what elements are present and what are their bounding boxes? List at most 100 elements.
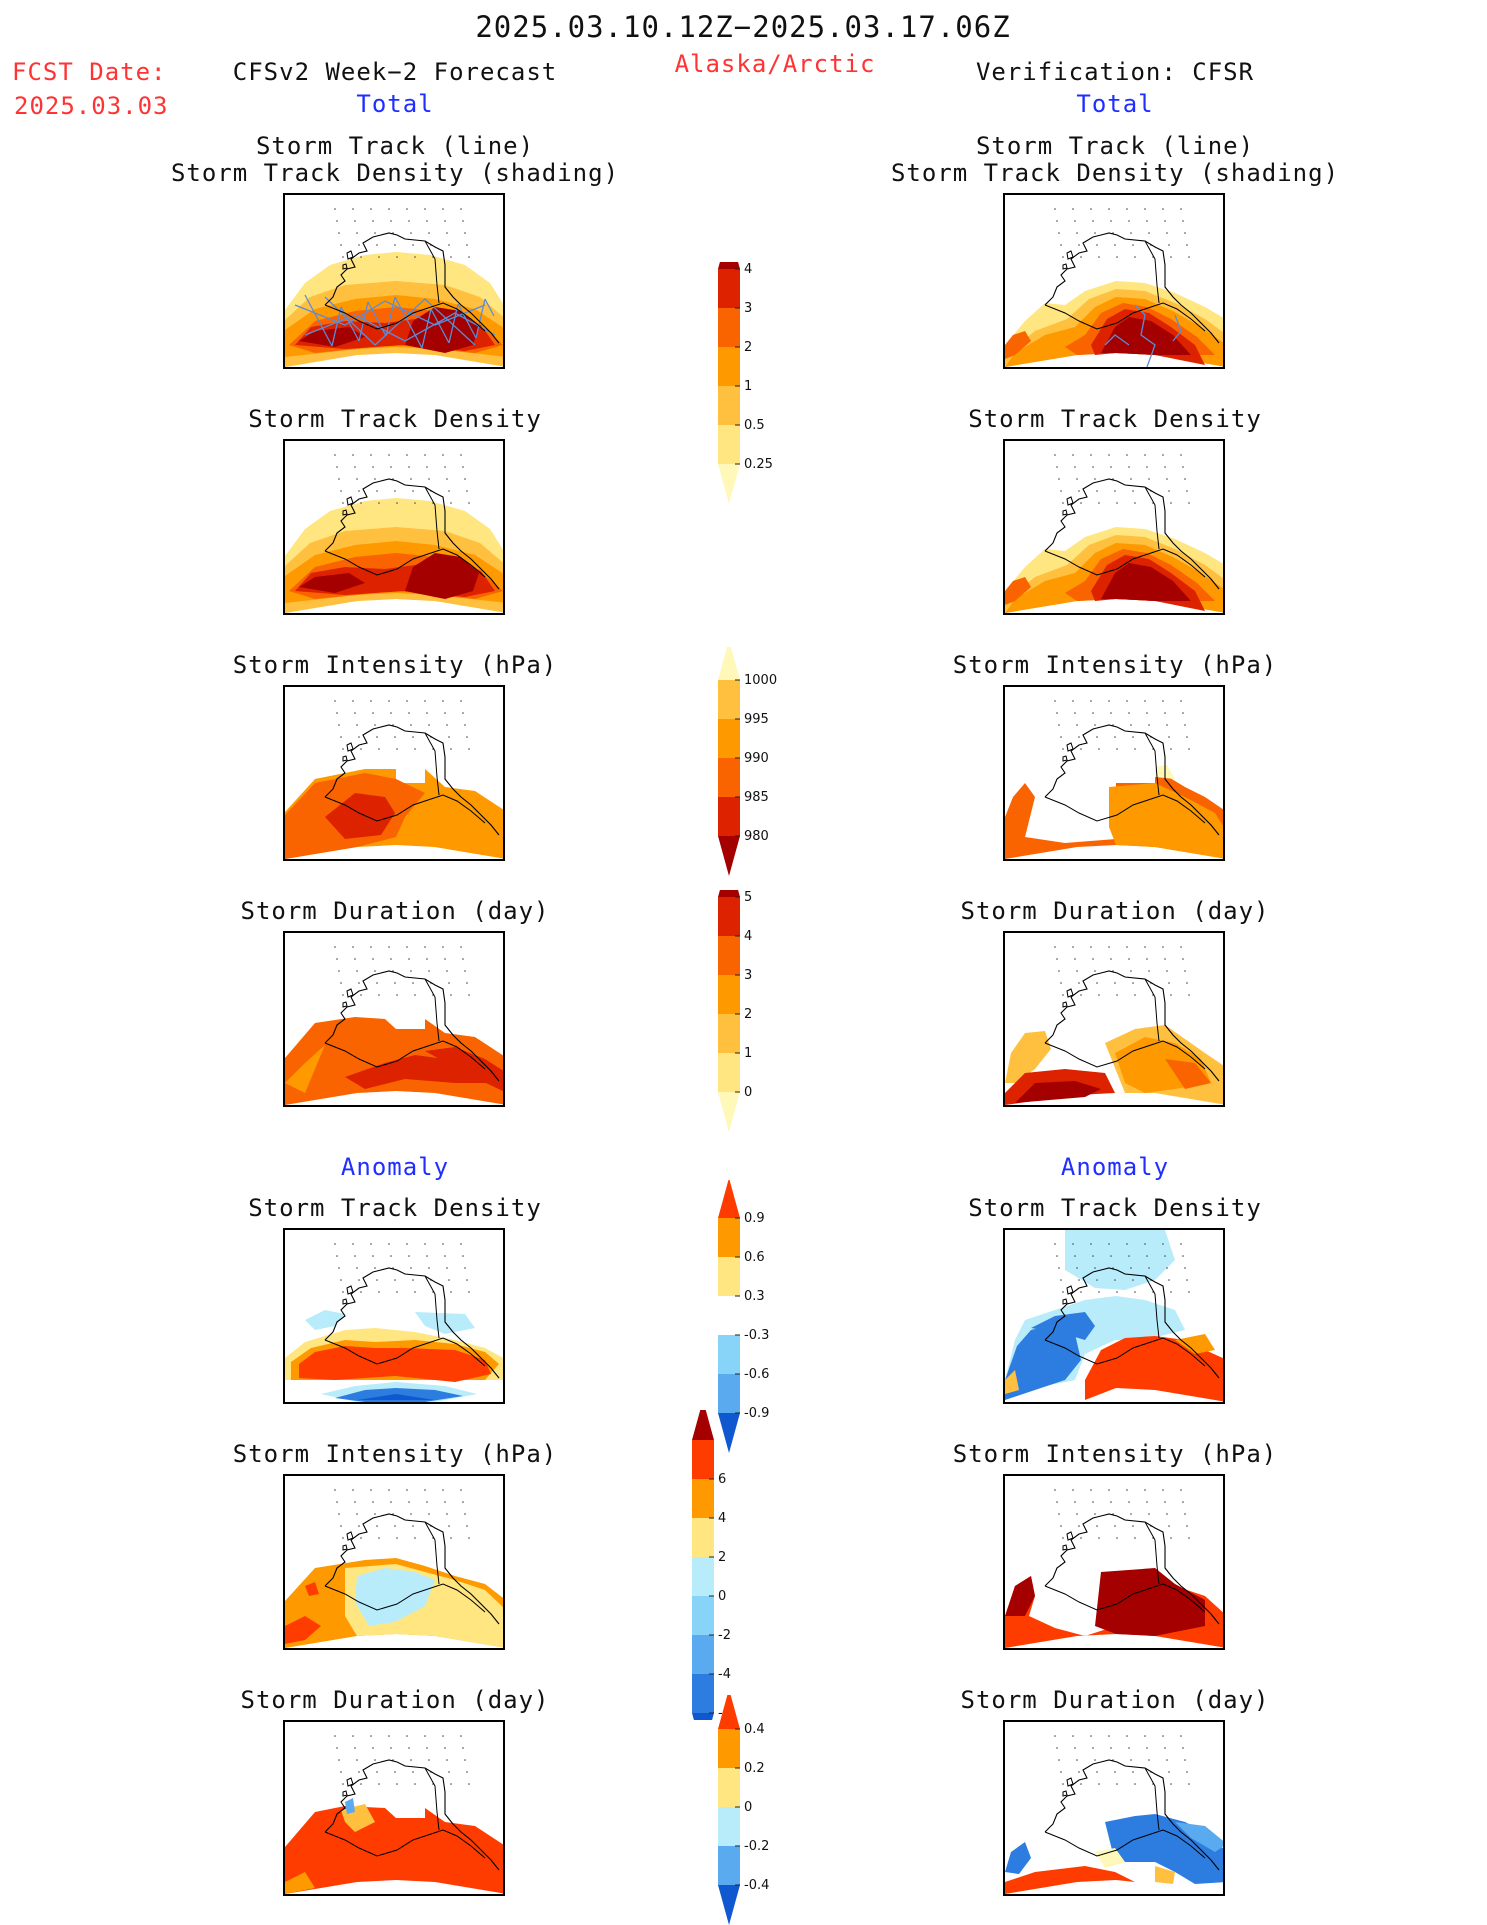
graticule-dot: [1074, 1747, 1076, 1749]
colorbar-density-anomaly: -0.9 -0.6 -0.3 0.3 0.6 0.9: [718, 1180, 769, 1453]
graticule-dot: [1074, 958, 1076, 960]
map-right-intensity: [1003, 685, 1225, 861]
graticule-dot: [1116, 502, 1118, 504]
right-anom-intensity-title: Storm Intensity (hPa): [952, 1440, 1278, 1468]
graticule-dot: [1170, 1537, 1172, 1539]
graticule-dot: [426, 958, 428, 960]
graticule-dot: [1092, 958, 1094, 960]
graticule-dot: [1072, 700, 1074, 702]
alaska-coastline: [324, 232, 500, 344]
colorbar-duration-anomaly: -0.4 -0.2 0 0.2 0.4: [718, 1695, 769, 1925]
colorbar-top-arrow: [718, 1180, 740, 1218]
colorbar-tick-label: 0.2: [744, 1761, 765, 1776]
right-anom-duration-title: Storm Duration (day): [960, 1686, 1270, 1714]
graticule-dot: [370, 1735, 372, 1737]
shaded-region: [299, 573, 365, 593]
graticule-dot: [408, 466, 410, 468]
graticule-dot: [390, 958, 392, 960]
graticule-dot: [1148, 1267, 1150, 1269]
colorbar-bin: [718, 425, 740, 464]
alaska-coastline: [1044, 232, 1220, 344]
graticule-dot: [410, 1267, 412, 1269]
alaska-coastline: [1044, 1513, 1220, 1625]
shaded-region: [1095, 1848, 1125, 1868]
right-intensity-title: Storm Intensity (hPa): [952, 651, 1278, 679]
graticule-dot: [464, 1267, 466, 1269]
graticule-dot: [1110, 1255, 1112, 1257]
graticule-dot: [1186, 1279, 1188, 1281]
graticule-dot: [1098, 1783, 1100, 1785]
graticule-dot: [468, 502, 470, 504]
colorbar-tick-label: -0.6: [744, 1367, 769, 1382]
graticule-dot: [358, 982, 360, 984]
graticule-dot: [1130, 232, 1132, 234]
graticule-dot: [394, 1525, 396, 1527]
colorbar-bin: [718, 1218, 740, 1257]
graticule-dot: [1128, 712, 1130, 714]
graticule-dot: [444, 1255, 446, 1257]
graticule-dot: [1128, 1747, 1130, 1749]
graticule-dot: [336, 958, 338, 960]
graticule-dot: [462, 466, 464, 468]
graticule-dot: [1182, 466, 1184, 468]
graticule-dot: [412, 1525, 414, 1527]
graticule-dot: [446, 232, 448, 234]
colorbar-bottom-arrow: [718, 1413, 740, 1453]
colorbar-bin: [692, 1557, 714, 1596]
island-outline: [342, 250, 354, 270]
aleutian-coastline: [324, 1583, 486, 1613]
graticule-dot: [1094, 1267, 1096, 1269]
graticule-dot: [1096, 736, 1098, 738]
graticule-dot: [414, 748, 416, 750]
graticule-dot: [1148, 1759, 1150, 1761]
graticule-dot: [1134, 994, 1136, 996]
graticule-dot: [1126, 700, 1128, 702]
shaded-region: [299, 327, 365, 347]
graticule-dot: [354, 958, 356, 960]
graticule-dot: [448, 1525, 450, 1527]
graticule-dot: [446, 970, 448, 972]
graticule-dot: [342, 256, 344, 258]
graticule-dot: [1164, 466, 1166, 468]
region-title: Alaska/Arctic: [674, 50, 876, 78]
graticule-dot: [450, 748, 452, 750]
shaded-region: [1005, 331, 1031, 359]
graticule-dot: [1184, 232, 1186, 234]
graticule-dot: [412, 1279, 414, 1281]
graticule-dot: [414, 1783, 416, 1785]
alaska-coastline: [324, 1267, 500, 1379]
shaded-region: [1101, 317, 1191, 355]
aleutian-coastline: [324, 1040, 486, 1070]
graticule-dot: [396, 256, 398, 258]
graticule-dot: [1168, 490, 1170, 492]
graticule-dot: [424, 454, 426, 456]
graticule-dot: [1186, 490, 1188, 492]
graticule-dot: [1108, 454, 1110, 456]
graticule-dot: [1110, 466, 1112, 468]
aleutian-coastline: [1044, 794, 1206, 824]
graticule-dot: [1130, 1759, 1132, 1761]
graticule-dot: [426, 1255, 428, 1257]
graticule-dot: [1146, 1501, 1148, 1503]
graticule-dot: [394, 1279, 396, 1281]
map-left-duration: [283, 931, 505, 1107]
right-track-line-title-2: Storm Track Density (shading): [890, 159, 1340, 187]
colorbar-tick-label: 0.6: [744, 1250, 765, 1265]
alaska-coastline: [324, 970, 500, 1082]
colorbar-bin: [718, 975, 740, 1014]
graticule-dot: [338, 970, 340, 972]
graticule-dot: [1058, 478, 1060, 480]
graticule-dot: [1078, 736, 1080, 738]
graticule-dot: [1058, 1759, 1060, 1761]
graticule-dot: [442, 454, 444, 456]
aleutian-coastline: [324, 302, 486, 332]
colorbar-tick-label: 0.4: [744, 1722, 765, 1737]
left-total-label: Total: [356, 90, 434, 118]
map-left-anom-intensity: [283, 1474, 505, 1650]
graticule-dot: [354, 220, 356, 222]
fcst-date-value: 2025.03.03: [14, 92, 169, 120]
graticule-dot: [334, 1735, 336, 1737]
graticule-dot: [1126, 946, 1128, 948]
graticule-dot: [1080, 1783, 1082, 1785]
alaska-coastline: [324, 724, 500, 836]
